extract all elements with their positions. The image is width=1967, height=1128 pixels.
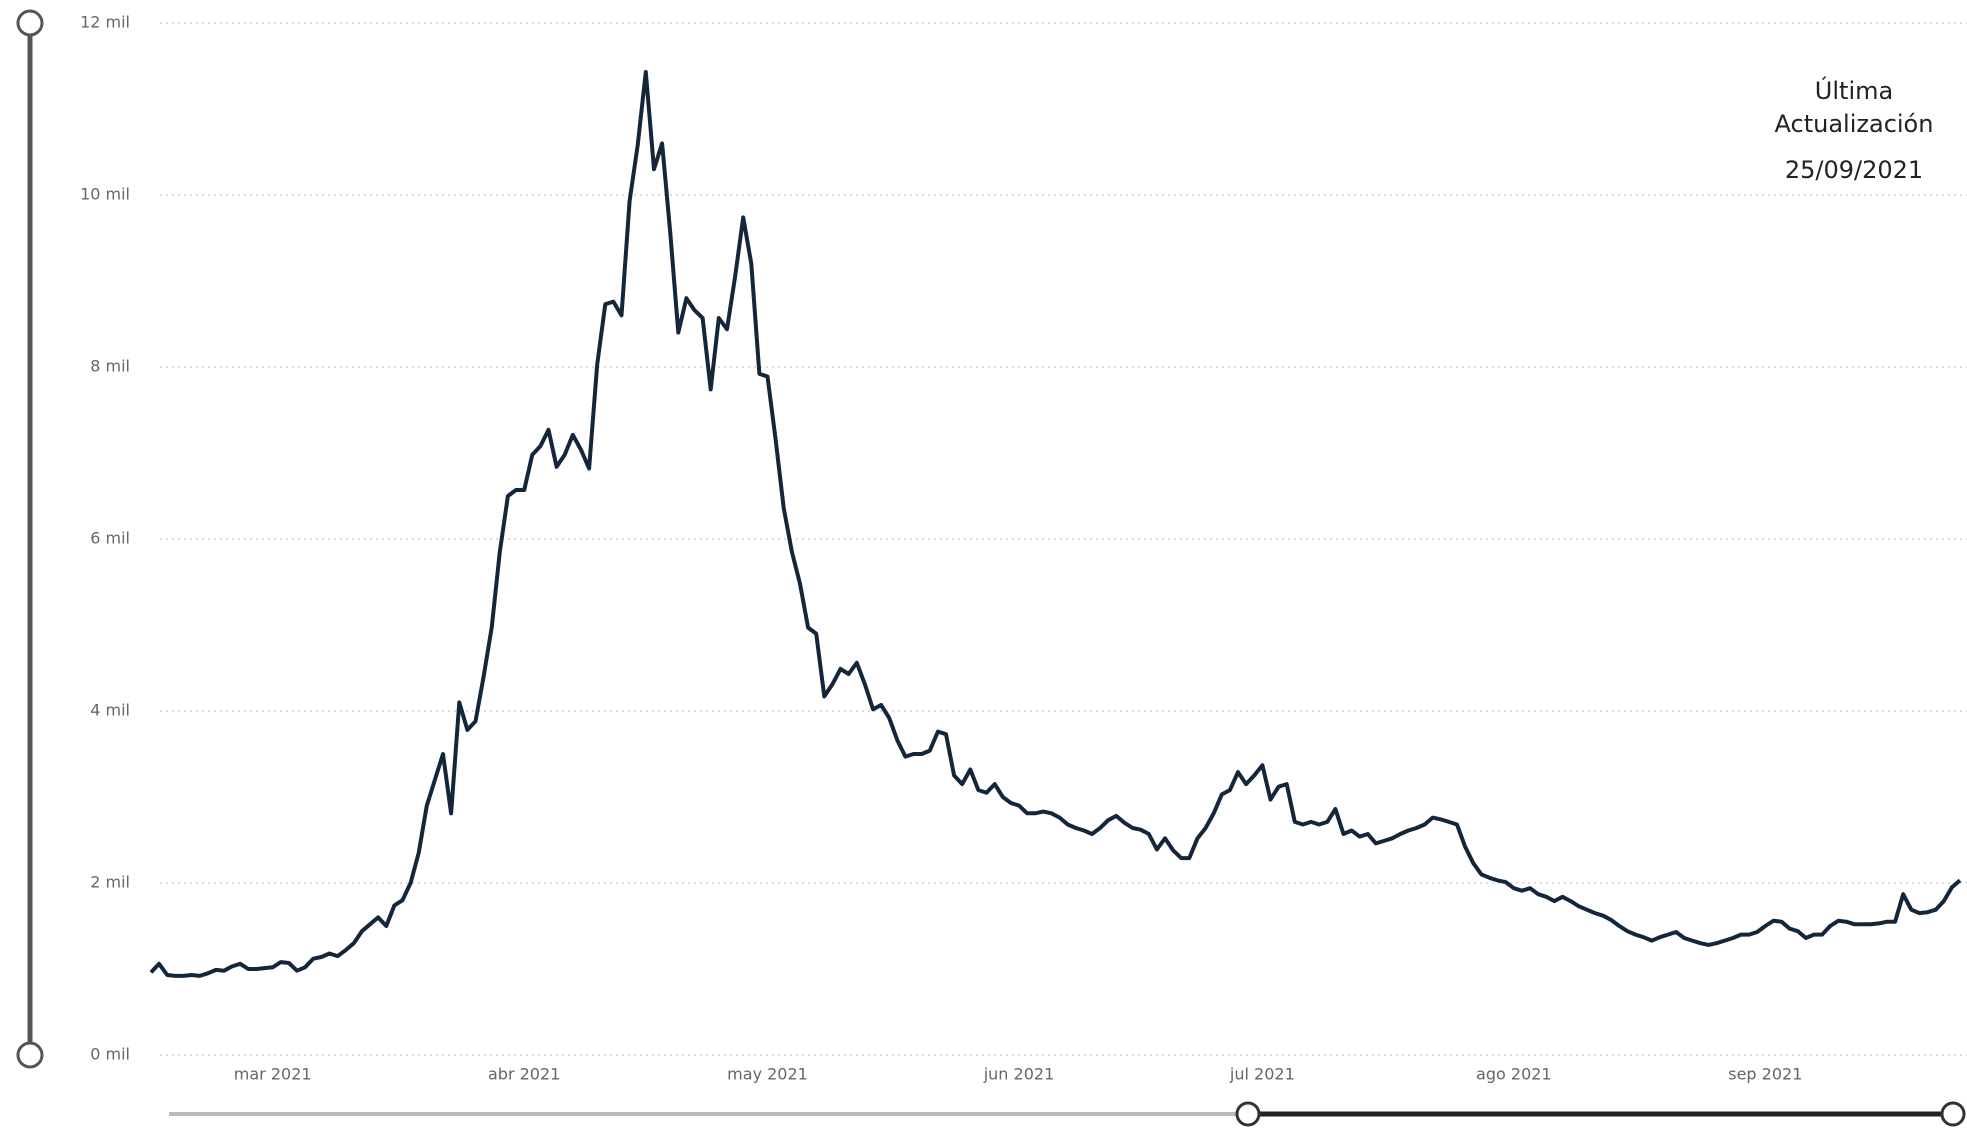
y-tick-label: 10 mil: [80, 185, 130, 204]
x-tick-label: abr 2021: [488, 1065, 560, 1084]
line: [149, 70, 1962, 978]
vertical-range-slider[interactable]: [16, 9, 44, 1069]
x-tick-label: jun 2021: [983, 1065, 1055, 1084]
x-tick-label: may 2021: [727, 1065, 808, 1084]
x-tick-label: mar 2021: [234, 1065, 312, 1084]
x-tick-label: ago 2021: [1476, 1065, 1552, 1084]
annotation-text: Última: [1815, 75, 1893, 105]
y-tick-label: 4 mil: [90, 701, 130, 720]
y-tick-label: 8 mil: [90, 357, 130, 376]
slider-handle[interactable]: [16, 9, 44, 37]
x-tick-label: jul 2021: [1229, 1065, 1295, 1084]
x-tick-label: sep 2021: [1728, 1065, 1802, 1084]
y-tick-label: 6 mil: [90, 529, 130, 548]
slider-handle[interactable]: [16, 1041, 44, 1069]
annotation: Última Actualización 25/09/2021: [1775, 75, 1934, 184]
y-tick-label: 2 mil: [90, 873, 130, 892]
y-tick-label: 0 mil: [90, 1045, 130, 1064]
slider-handle[interactable]: [1940, 1101, 1966, 1127]
annotation-text: 25/09/2021: [1785, 156, 1923, 184]
y-tick-label: 12 mil: [80, 13, 130, 32]
slider-handle[interactable]: [1235, 1101, 1261, 1127]
horizontal-range-slider[interactable]: [169, 1101, 1966, 1127]
annotation-text: Actualización: [1775, 110, 1934, 138]
